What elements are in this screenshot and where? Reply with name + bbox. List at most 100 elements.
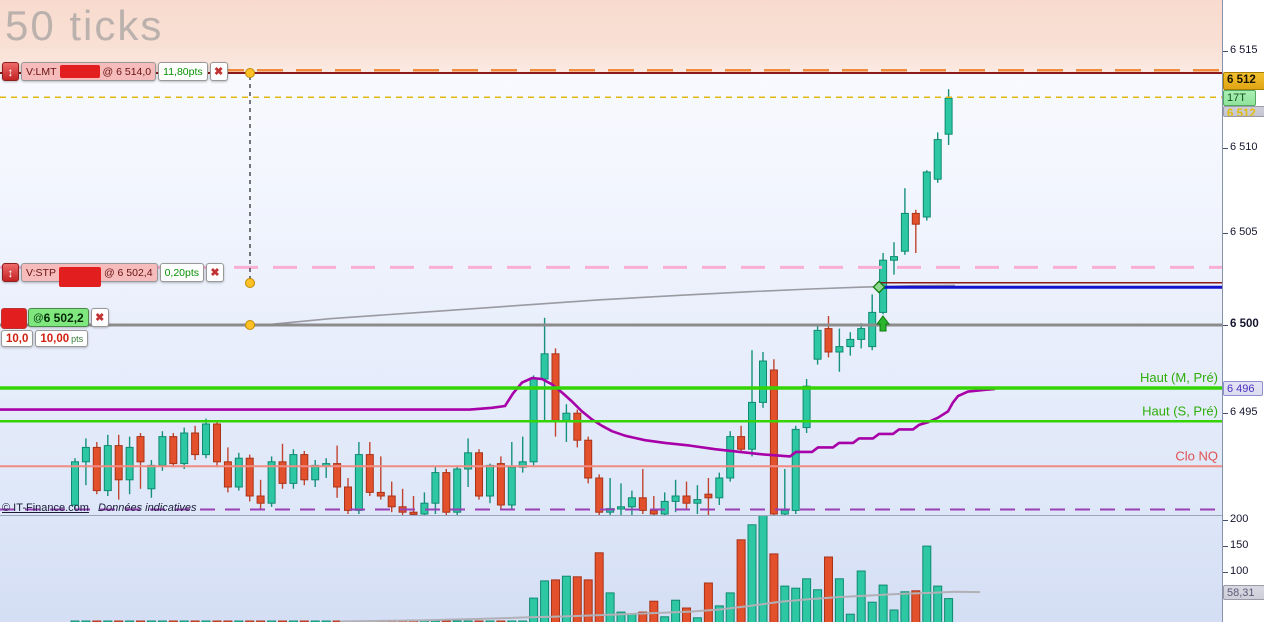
candle-body: [617, 506, 625, 510]
haut-s-line-label: Haut (S, Pré): [1142, 403, 1218, 418]
candle-body: [344, 486, 352, 511]
volume-bar: [736, 539, 746, 622]
candle-body: [813, 329, 822, 360]
candle-body: [365, 454, 374, 493]
candles-layer: [0, 89, 996, 516]
candle-body: [507, 466, 516, 506]
candle-body: [846, 338, 855, 348]
axis-tick-mark: [1223, 148, 1228, 149]
candle-body: [890, 256, 898, 261]
candle-body: [191, 432, 200, 456]
candle-body: [900, 212, 909, 252]
candle-body: [81, 446, 90, 463]
volume-bar: [605, 592, 615, 622]
candle-body: [562, 412, 571, 421]
volume-bar: [769, 553, 779, 622]
volume-layer: [70, 516, 981, 622]
volume-bar: [933, 585, 943, 622]
candle-body: [769, 369, 778, 515]
candle-body: [125, 446, 134, 481]
candle-body: [704, 493, 713, 499]
position-tag[interactable]: @ 6 502,2 ✖: [1, 308, 111, 329]
candle-body: [693, 499, 702, 504]
candle-body: [409, 511, 418, 515]
sell-limit-order-tag[interactable]: ↕ V:LMT @ 6 514,0 11,80 pts ✖: [2, 62, 230, 81]
sell-stop-order-tag[interactable]: ↕ V:STP @ 6 502,4 0,20 pts ✖: [2, 263, 226, 287]
candle-body: [136, 436, 145, 463]
entry-price-value: 6 502,2: [43, 310, 84, 325]
candle-body: [311, 464, 320, 481]
volume-bar: [540, 580, 550, 622]
axis-tick-mark: [1223, 520, 1228, 521]
last-price-badge: 6 512: [1223, 72, 1264, 90]
order-side-label: V:STP: [26, 266, 56, 279]
order-move-icon[interactable]: ↕: [2, 62, 19, 81]
disclaimer-text: Données indicatives: [98, 502, 197, 514]
candle-body: [791, 428, 800, 511]
drawing-handle[interactable]: [245, 68, 255, 78]
volume-bar: [889, 609, 899, 622]
volume-bar: [834, 578, 844, 622]
candle-body: [759, 360, 767, 403]
candle-body: [202, 423, 210, 456]
candle-body: [649, 509, 658, 515]
close-icon: ✖: [95, 312, 105, 324]
candle-body: [431, 472, 440, 504]
volume-bar: [867, 601, 877, 622]
order-distance-value: 11,80: [163, 65, 189, 78]
entry-diamond-icon: [872, 280, 886, 294]
candle-body: [114, 445, 123, 481]
candle-body: [595, 477, 604, 513]
volume-bar: [845, 613, 855, 622]
sell-stop-order-label: V:STP @ 6 502,4: [21, 263, 158, 287]
candle-body: [671, 495, 680, 502]
order-move-icon[interactable]: ↕: [2, 263, 19, 282]
volume-bar: [638, 611, 648, 622]
updown-arrow-icon: ↕: [7, 64, 14, 79]
candle-body: [944, 97, 953, 135]
redacted-position-size: [1, 308, 27, 329]
price-axis-panel[interactable]: 6 515 6 510 6 505 6 500 6 495 200 150 100 6 512 1…: [1222, 0, 1264, 622]
volume-bar: [616, 611, 626, 622]
copyright-link[interactable]: © IT-Finance.com: [2, 502, 89, 514]
candle-body: [354, 454, 363, 511]
volume-moving-average: [339, 590, 981, 622]
axis-tick-mark: [1223, 325, 1228, 326]
candle-body: [223, 461, 232, 488]
volume-bar: [802, 578, 812, 622]
candle-body: [715, 477, 724, 499]
candle-body: [71, 461, 79, 506]
candle-body: [245, 457, 254, 497]
volume-bar: [900, 591, 910, 622]
candle-body: [638, 497, 647, 511]
candle-body: [180, 432, 189, 465]
close-icon: ✖: [210, 267, 220, 279]
redacted-quantity: [59, 65, 100, 78]
axis-label-6505: 6 505: [1230, 226, 1258, 238]
volume-bar: [878, 584, 888, 622]
order-distance-box: 11,80 pts: [158, 62, 208, 81]
chart-canvas[interactable]: Haut (M, Pré) Haut (S, Pré) Clo NQ: [0, 0, 1222, 622]
pane-divider[interactable]: [0, 515, 1264, 516]
drawing-handle[interactable]: [245, 320, 255, 330]
close-position-button[interactable]: ✖: [90, 308, 109, 327]
volume-bar: [649, 600, 659, 622]
volume-bar: [561, 575, 571, 622]
candle-body: [496, 463, 505, 506]
volume-bar: [911, 590, 921, 622]
volume-bar: [791, 587, 801, 622]
axis-tick-mark: [1223, 572, 1228, 573]
drawing-handle[interactable]: [245, 278, 255, 288]
candle-body: [824, 328, 833, 353]
volume-bar: [572, 576, 582, 622]
axis-label-100: 100: [1230, 565, 1249, 577]
cancel-order-button[interactable]: ✖: [209, 62, 228, 81]
volume-ma-badge: 58,31: [1223, 585, 1264, 600]
candle-body: [802, 385, 811, 429]
close-icon: ✖: [214, 66, 224, 78]
candle-body: [158, 436, 167, 466]
candle-body: [289, 454, 298, 484]
candle-body: [933, 139, 942, 180]
candle-body: [726, 436, 735, 479]
cancel-order-button[interactable]: ✖: [206, 263, 225, 282]
